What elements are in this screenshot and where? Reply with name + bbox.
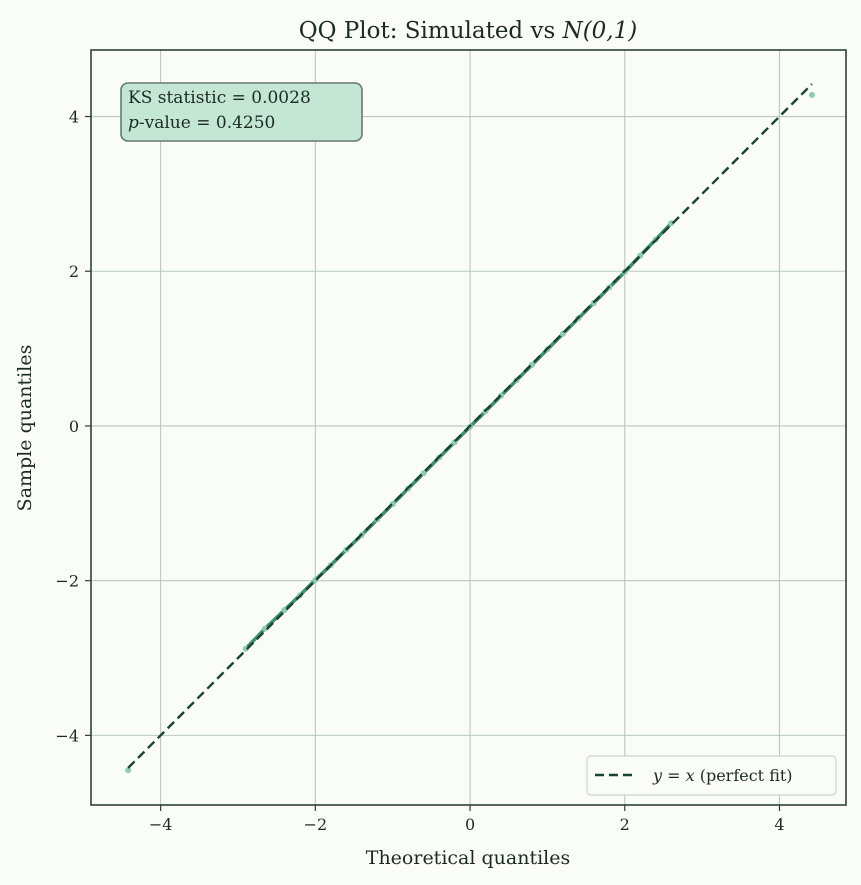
data-point [125, 767, 132, 774]
x-tick-label: 0 [465, 815, 475, 834]
x-tick-label: −4 [149, 815, 173, 834]
y-tick-label: 0 [69, 417, 79, 436]
data-point [262, 625, 269, 632]
ks-statistic: KS statistic = 0.0028 [128, 88, 311, 108]
x-axis-label: Theoretical quantiles [366, 847, 570, 869]
plot-frame [90, 49, 847, 806]
stats-annotation: KS statistic = 0.0028 p-value = 0.4250 [120, 82, 363, 142]
data-point [420, 470, 427, 477]
y-tick-label: 4 [69, 108, 79, 127]
y-tick-label: −4 [55, 726, 79, 745]
x-tick-label: 4 [774, 815, 784, 834]
y-tick-label: −2 [55, 572, 79, 591]
dense-points-band [244, 222, 673, 650]
grid [91, 50, 846, 805]
reference-line [127, 83, 813, 769]
p-value: p-value = 0.4250 [128, 113, 275, 133]
x-tick-label: 2 [620, 815, 630, 834]
legend: y = x (perfect fit) [586, 755, 837, 796]
y-tick-label: 2 [69, 262, 79, 281]
y-axis-label: Sample quantiles [14, 345, 36, 512]
ticks: −4 −2 0 2 4 −4 −2 0 2 4 [55, 108, 784, 834]
chart-title: QQ Plot: Simulated vs N(0,1) [299, 18, 637, 44]
x-tick-label: −2 [304, 815, 328, 834]
legend-label: y = x (perfect fit) [652, 766, 793, 785]
data-point [808, 91, 815, 98]
